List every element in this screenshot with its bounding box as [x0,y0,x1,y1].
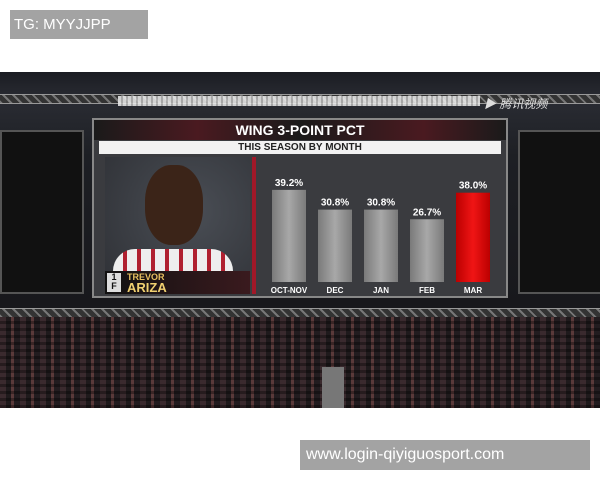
bar-jan [364,209,398,282]
data-label: 30.8% [367,198,395,209]
data-label: 39.2% [275,178,303,189]
player-last-name: ARIZA [127,280,167,295]
category-label: JAN [373,286,389,295]
crowd [0,317,600,408]
chart-subtitle: THIS SEASON BY MONTH [99,141,501,154]
player-jersey [113,249,233,271]
chart-title: WING 3-POINT PCT [94,120,506,140]
right-screen [518,130,600,294]
category-label: MAR [464,286,482,295]
player-number: 1 [111,272,117,282]
category-label: FEB [419,286,435,295]
data-label: 38.0% [459,181,487,192]
aisle-stairs [322,367,344,408]
arena-lights [118,96,480,106]
category-label: OCT-NOV [271,286,308,295]
player-position: F [111,281,117,291]
bar-oct-nov [272,189,306,282]
player-head [145,165,203,245]
bar-mar [456,192,490,282]
broadcast-frame: ▶ 腾讯视频 WING 3-POINT PCT THIS SEASON BY M… [0,72,600,408]
data-label: 30.8% [321,198,349,209]
bottom-watermark-label: www.login-qiyiguosport.com [300,440,590,470]
data-label: 26.7% [413,207,441,218]
bar-feb [410,219,444,282]
tencent-video-logo: ▶ 腾讯视频 [484,97,548,111]
player-first-name: TREVOR [127,272,165,282]
panel-divider [252,157,256,294]
top-watermark-label: TG: MYYJJPP [10,10,148,39]
category-label: DEC [327,286,344,295]
bar-dec [318,209,352,282]
bar-chart: 39.2% OCT-NOV 30.8% DEC 30.8% JAN 26.7% FEB 38.0… [271,178,490,295]
left-screen [0,130,84,294]
